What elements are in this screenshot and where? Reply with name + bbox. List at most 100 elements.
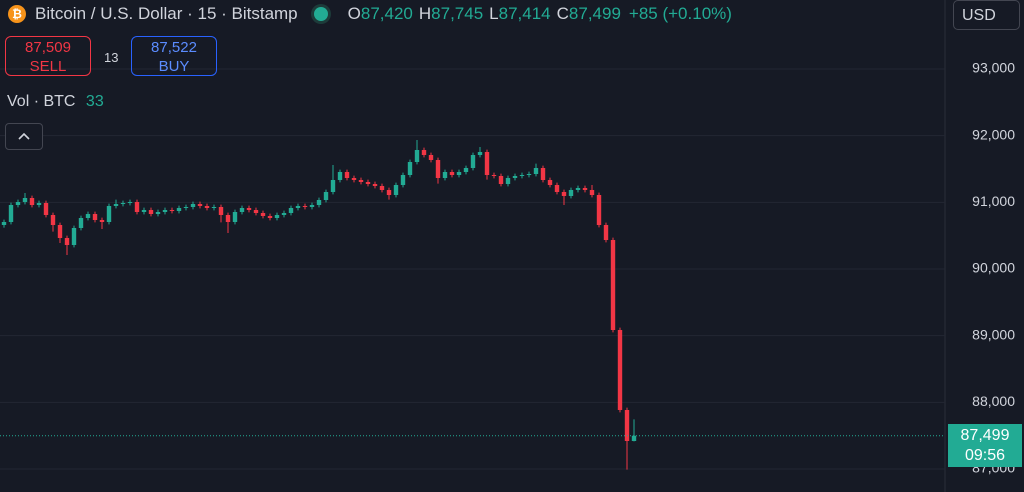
candle-body [267, 216, 273, 218]
candle-body [99, 220, 105, 222]
candle-body [631, 435, 637, 441]
candle-body [449, 172, 455, 175]
ohlc-value: 87,420 [360, 4, 413, 23]
candle-body [470, 155, 476, 168]
ohlc-key: L [489, 4, 499, 23]
candle-body [22, 198, 28, 202]
candle-body [309, 205, 315, 207]
last-price: 87,499 [960, 427, 1010, 444]
candle-body [498, 176, 504, 184]
candle-body [141, 210, 147, 212]
candle-body [477, 152, 483, 155]
y-tick-label: 91,000 [972, 193, 1015, 209]
y-tick-label: 92,000 [972, 126, 1015, 142]
candle-body [414, 150, 420, 162]
buy-price: 87,522 [151, 39, 197, 56]
candle-body [92, 214, 98, 220]
candle-body [624, 410, 630, 441]
candle-body [253, 210, 259, 213]
candle-body [351, 178, 357, 180]
candle-body [211, 207, 217, 208]
candle-body [162, 210, 168, 212]
candle-body [512, 176, 518, 178]
candle-body [400, 175, 406, 185]
candle-body [442, 172, 448, 178]
candle-body [547, 180, 553, 185]
candle-body [316, 200, 322, 205]
candle-body [540, 168, 546, 180]
candle-body [526, 174, 532, 175]
candle-body [36, 203, 42, 205]
ohlc-value: 87,499 [568, 4, 621, 23]
last-price-tag: 87,499 09:56 [948, 424, 1022, 467]
ohlc-value: 87,414 [498, 4, 551, 23]
y-tick-label: 88,000 [972, 393, 1015, 409]
currency-button[interactable]: USD [953, 0, 1020, 30]
ohlc-key: C [556, 4, 569, 23]
symbol-title[interactable]: Bitcoin / U.S. Dollar · 15 · Bitstamp [35, 4, 298, 23]
candle-body [64, 238, 70, 245]
candle-body [29, 198, 35, 205]
candle-body [8, 205, 14, 222]
candle-body [596, 195, 602, 225]
candle-body [113, 204, 119, 206]
chevron-icon [18, 132, 30, 140]
sell-price: 87,509 [25, 39, 71, 56]
candle-body [484, 152, 490, 175]
candle-body [260, 213, 266, 216]
candle-body [288, 208, 294, 213]
candle-body [428, 155, 434, 160]
candle-body [246, 208, 252, 210]
volume-label: Vol · BTC [7, 93, 76, 110]
sell-button[interactable]: 87,509 SELL [5, 36, 91, 76]
candle-body [197, 204, 203, 206]
ohlc-value: 87,745 [431, 4, 484, 23]
candle-body [302, 206, 308, 207]
candle-body [421, 150, 427, 155]
collapse-button[interactable] [5, 123, 43, 150]
candle-body [337, 172, 343, 180]
candle-body [1, 222, 7, 225]
candle-body [274, 215, 280, 218]
candle-body [176, 208, 182, 211]
candle-body [232, 212, 238, 222]
spread: 13 [104, 50, 119, 65]
candle-body [561, 192, 567, 196]
candle-body [183, 207, 189, 208]
candle-body [575, 188, 581, 190]
y-tick-label: 90,000 [972, 260, 1015, 276]
candle-body [386, 190, 392, 195]
candle-body [169, 210, 175, 211]
candle-body [603, 225, 609, 240]
candle-body [120, 203, 126, 204]
candle-body [190, 204, 196, 207]
candle-body [85, 214, 91, 218]
candle-body [344, 172, 350, 178]
candle-body [239, 208, 245, 212]
candle-body [617, 330, 623, 410]
candle-body [71, 228, 77, 245]
y-tick-label: 93,000 [972, 60, 1015, 76]
ohlc-values: O87,420 H87,745 L87,414 C87,499 [342, 4, 621, 24]
countdown: 09:56 [964, 447, 1006, 464]
candle-body [78, 218, 84, 228]
candle-body [295, 206, 301, 208]
candle-body [533, 168, 539, 174]
candle-body [505, 178, 511, 184]
ohlc-key: H [418, 4, 432, 23]
candle-body [554, 185, 560, 192]
ohlc-key: O [347, 4, 361, 23]
candle-body [134, 202, 140, 212]
candle-body [218, 207, 224, 215]
candle-body [106, 206, 112, 222]
volume-value: 33 [85, 93, 104, 110]
buy-label: BUY [158, 58, 190, 75]
candle-body [323, 192, 329, 200]
buy-button[interactable]: 87,522 BUY [131, 36, 217, 76]
candle-body [57, 225, 63, 238]
candle-body [15, 202, 21, 205]
price-change: +85 (+0.10%) [628, 4, 732, 23]
candle-body [50, 215, 56, 225]
candle-body [435, 160, 441, 178]
